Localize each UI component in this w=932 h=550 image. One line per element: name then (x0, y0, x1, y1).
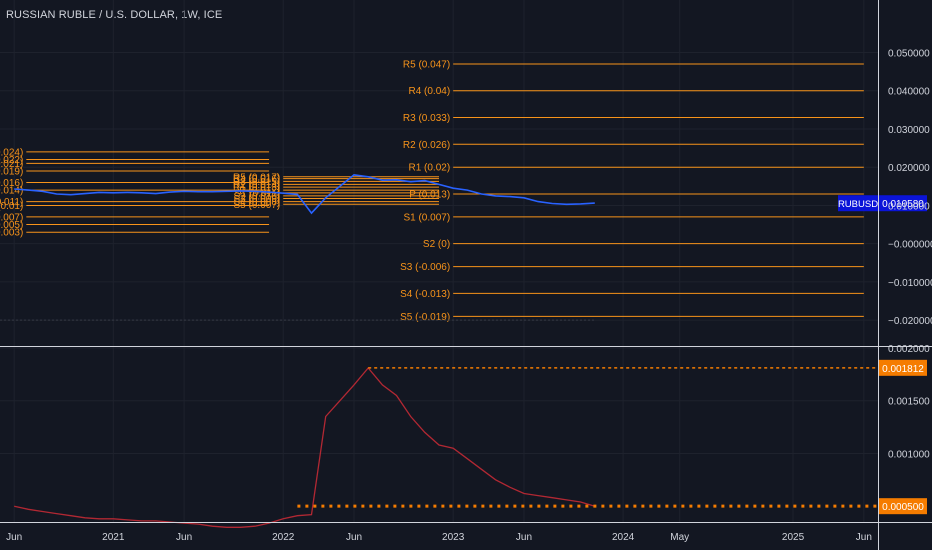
pivot-label: S1 (0.011) (234, 188, 280, 199)
pivot-label: P (0.013) (409, 189, 450, 200)
y-tick-label: 0.001500 (888, 397, 930, 408)
pivot-label: R4 (0.016) (233, 174, 280, 185)
pivot-label: S2 (0.01) (0, 201, 23, 212)
y-tick-label: 0.030000 (888, 125, 930, 136)
y-tick-label: −0.010000 (888, 278, 932, 289)
pivot-label: S3 (0.007) (0, 212, 23, 223)
pivot-label: S1 (0.007) (403, 212, 450, 223)
x-tick-label: 2025 (782, 532, 805, 543)
x-tick-label: Jun (856, 532, 872, 543)
pivot-label: R5 (0.017) (233, 172, 280, 183)
pivot-label: R1 (0.013) (233, 183, 280, 194)
pivot-label: R5 (0.024) (0, 147, 23, 158)
grid (0, 0, 878, 522)
pivot-label: S5 (-0.019) (400, 312, 450, 323)
y-tick-label: 0.001000 (888, 449, 930, 460)
pivot-label: S3 (-0.006) (400, 262, 450, 273)
pivot-label: R4 (0.022) (0, 155, 23, 166)
pivot-label: S1 (0.011) (0, 197, 23, 208)
indicator-badge (879, 359, 927, 376)
chart-title: RUSSIAN RUBLE / U.S. DOLLAR, 1W, ICE (6, 9, 223, 21)
pivot-label: S5 (0.007) (234, 200, 281, 211)
pivot-label: S5 (0.003) (0, 228, 23, 239)
y-tick-label: 0.010000 (888, 201, 930, 212)
indicator-badge (879, 498, 927, 515)
pivot-label: R2 (0.014) (233, 180, 280, 191)
pivot-levels: R5 (0.024)R4 (0.022)R3 (0.021)R2 (0.019)… (0, 59, 864, 323)
y-tick-label: −0.000000 (888, 240, 932, 251)
pivot-label: P (0.014) (0, 186, 23, 197)
x-tick-label: Jun (346, 532, 362, 543)
pivot-label: R1 (0.02) (408, 163, 450, 174)
indicator-badge-label: 0.001812 (882, 364, 924, 375)
pivot-label: S2 (0.010) (234, 191, 281, 202)
y-tick-label: 0.040000 (888, 87, 930, 98)
x-tick-label: 2021 (102, 532, 125, 543)
x-tick-label: 2022 (272, 532, 295, 543)
pivot-label: R3 (0.015) (233, 177, 280, 188)
pivot-label: S3 (0.009) (234, 194, 281, 205)
pivot-label: S4 (-0.013) (400, 289, 450, 300)
ticker-badge (838, 195, 878, 212)
y-tick-label: 0.050000 (888, 49, 930, 60)
pivot-label: R2 (0.026) (403, 140, 450, 151)
price-line (14, 174, 595, 215)
pivot-label: R3 (0.033) (403, 113, 450, 124)
x-tick-label: May (670, 532, 689, 543)
x-tick-label: 2023 (442, 532, 465, 543)
x-tick-label: Jun (516, 532, 532, 543)
ticker-label: RUBUSD (838, 199, 878, 210)
indicator-series: 0.001812 0.000500 (14, 359, 927, 528)
y-tick-label: 0.002000 (888, 344, 930, 355)
pivot-label: R2 (0.019) (0, 167, 23, 178)
x-tick-label: Jun (6, 532, 22, 543)
x-tick-label: Jun (176, 532, 192, 543)
pivot-label: R4 (0.04) (408, 86, 450, 97)
indicator-line (14, 366, 595, 528)
pivot-label: S2 (0) (423, 239, 450, 250)
indicator-badge-label: 0.000500 (882, 502, 924, 513)
pivot-label: S4 (0.005) (0, 220, 23, 231)
y-tick-label: −0.020000 (888, 316, 932, 327)
pivot-label: R1 (0.016) (0, 178, 23, 189)
pivot-label: S4 (0.008) (234, 197, 281, 208)
x-tick-label: 2024 (612, 532, 635, 543)
y-tick-label: 0.020000 (888, 163, 930, 174)
pivot-label: R3 (0.021) (0, 159, 23, 170)
last-price-badge (879, 195, 927, 212)
pivot-label: R5 (0.047) (403, 59, 450, 70)
last-price-label: 0.010580 (882, 199, 924, 210)
price-series: RUBUSD 0.010580 (0, 174, 927, 321)
